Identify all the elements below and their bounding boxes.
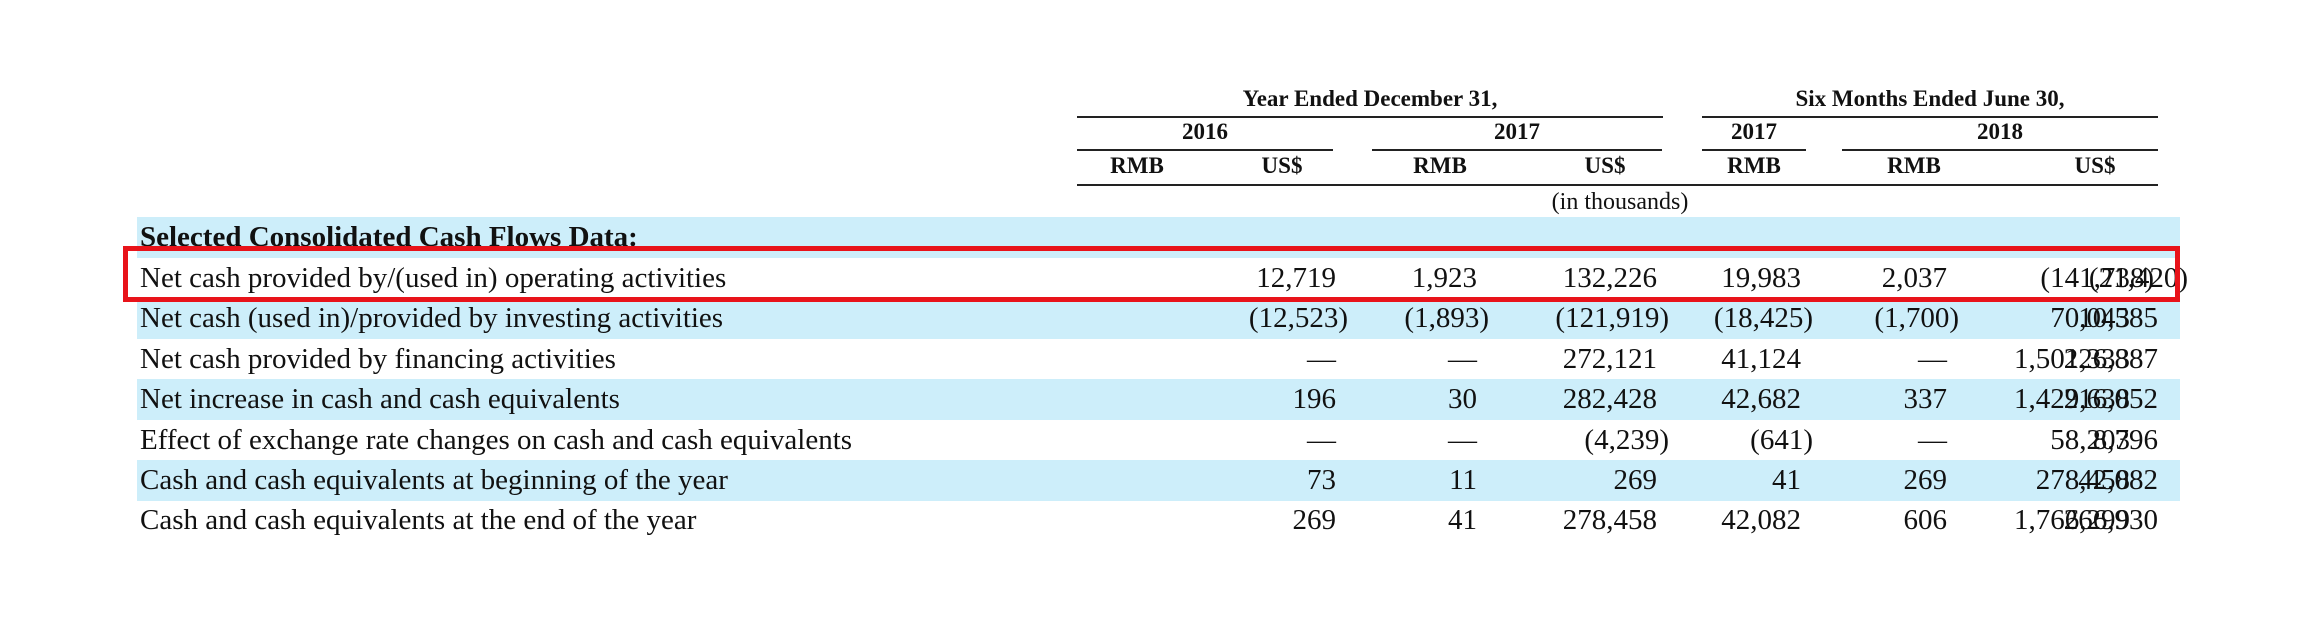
band-row-6 (137, 460, 2180, 501)
cell-usd-2017: (641) (1750, 424, 1813, 456)
cell-usd-2016: 41 (1448, 504, 1477, 536)
highlight-box (123, 246, 2180, 302)
header-currency-rmb-2016: RMB (1110, 153, 1164, 178)
cell-usd-2016: — (1448, 424, 1477, 456)
cell-rmb-2016: 196 (1292, 383, 1337, 415)
cell-rmb-2017-six: 337 (1903, 383, 1948, 415)
cell-usd-2017: 42,682 (1721, 383, 1801, 415)
row-label: Cash and cash equivalents at beginning o… (140, 464, 728, 496)
header-year-2016: 2016 (1182, 119, 1228, 144)
cell-rmb-2018: 70,043 (2050, 302, 2130, 334)
table-row: Net cash (used in)/provided by investing… (137, 298, 2180, 339)
header-year-2018: 2018 (1977, 119, 2023, 144)
header-year-2017-six: 2017 (1731, 119, 1777, 144)
table-row: Effect of exchange rate changes on cash … (137, 420, 2180, 461)
table-row: Net cash provided by financing activitie… (137, 339, 2180, 380)
band-row-2 (137, 298, 2180, 339)
header-currency-usd-2016: US$ (1261, 153, 1303, 178)
cell-rmb-2018: 278,458 (2035, 464, 2130, 496)
cell-rmb-2016: (12,523) (1248, 302, 1348, 334)
header-currency-rmb-2018: RMB (1887, 153, 1941, 178)
cell-rmb-2016: 12,719 (1256, 262, 1336, 294)
cell-rmb-2017: 282,428 (1562, 383, 1657, 415)
row-label: Net cash provided by/(used in) operating… (140, 262, 727, 294)
rule-year-ended (1077, 116, 1663, 118)
row-label: Cash and cash equivalents at the end of … (140, 504, 697, 536)
cell-rmb-2017-six: (1,700) (1874, 302, 1959, 334)
cell-rmb-2016: 73 (1307, 464, 1336, 496)
cell-rmb-2016: — (1307, 343, 1336, 375)
cell-usd-2016: 1,923 (1411, 262, 1477, 294)
cell-usd-2018: 216,052 (2063, 383, 2158, 415)
cell-rmb-2017-six: 269 (1903, 464, 1948, 496)
cell-usd-2016: 11 (1449, 464, 1477, 496)
table-row: Cash and cash equivalents at beginning o… (137, 460, 2180, 501)
cell-rmb-2017: 269 (1613, 464, 1658, 496)
cell-usd-2016: 30 (1448, 383, 1477, 415)
rule-2018 (1842, 149, 2158, 151)
cell-rmb-2018: 58,203 (2050, 424, 2130, 456)
cell-usd-2017: 19,983 (1721, 262, 1801, 294)
table-row: Cash and cash equivalents at the end of … (137, 500, 2180, 541)
header-year-ended: Year Ended December 31, (1242, 86, 1498, 111)
cell-usd-2018: 8,796 (2092, 424, 2158, 456)
cell-usd-2018: 266,930 (2063, 504, 2158, 536)
rule-six-months (1702, 116, 2158, 118)
band-section (137, 217, 2180, 258)
header-currency-rmb-2017: RMB (1413, 153, 1467, 178)
unit-note: (in thousands) (1551, 189, 1689, 215)
band-row-4 (137, 379, 2180, 420)
header-currency-usd-2017: US$ (1584, 153, 1626, 178)
cell-rmb-2017-six: — (1918, 424, 1947, 456)
table-row: Net cash provided by/(used in) operating… (137, 258, 2188, 299)
cell-usd-2016: (1,893) (1404, 302, 1489, 334)
cell-rmb-2018: 1,766,299 (2014, 504, 2130, 536)
table-row: Net increase in cash and cash equivalent… (137, 379, 2180, 420)
rule-2017-six (1702, 149, 1806, 151)
cell-rmb-2016: — (1307, 424, 1336, 456)
cell-rmb-2018: (141,738) (2040, 262, 2154, 294)
rule-2017 (1372, 149, 1662, 151)
row-label: Effect of exchange rate changes on cash … (140, 424, 853, 456)
header-six-months: Six Months Ended June 30, (1795, 86, 2065, 111)
rule-currency (1077, 184, 2158, 186)
row-label: Net increase in cash and cash equivalent… (140, 383, 620, 415)
header-currency-usd-2018: US$ (2074, 153, 2116, 178)
cell-rmb-2017-six: 2,037 (1881, 262, 1947, 294)
cell-rmb-2017-six: — (1918, 343, 1947, 375)
cell-usd-2018: (21,420) (2088, 262, 2188, 294)
cell-usd-2017: 42,082 (1721, 504, 1801, 536)
cell-usd-2016: — (1448, 343, 1477, 375)
cell-usd-2017: (18,425) (1713, 302, 1813, 334)
cell-rmb-2017: (4,239) (1584, 424, 1669, 456)
cell-rmb-2017: (121,919) (1555, 302, 1669, 334)
header-year-2017: 2017 (1494, 119, 1540, 144)
cell-rmb-2018: 1,429,638 (2014, 383, 2130, 415)
row-label: Net cash (used in)/provided by investing… (140, 302, 724, 334)
cell-rmb-2018: 1,501,333 (2014, 343, 2130, 375)
cell-rmb-2017: 272,121 (1562, 343, 1657, 375)
header-currency-rmb-2017-six: RMB (1727, 153, 1781, 178)
cell-rmb-2017-six: 606 (1903, 504, 1948, 536)
rule-2016 (1077, 149, 1333, 151)
cell-usd-2018: 42,082 (2078, 464, 2158, 496)
row-label: Net cash provided by financing activitie… (140, 343, 616, 375)
cell-rmb-2017: 278,458 (1562, 504, 1657, 536)
cell-rmb-2016: 269 (1292, 504, 1337, 536)
cell-usd-2017: 41 (1772, 464, 1801, 496)
cell-usd-2018: 10,585 (2078, 302, 2158, 334)
cell-usd-2017: 41,124 (1721, 343, 1801, 375)
cell-rmb-2017: 132,226 (1562, 262, 1657, 294)
cell-usd-2018: 226,887 (2063, 343, 2158, 375)
